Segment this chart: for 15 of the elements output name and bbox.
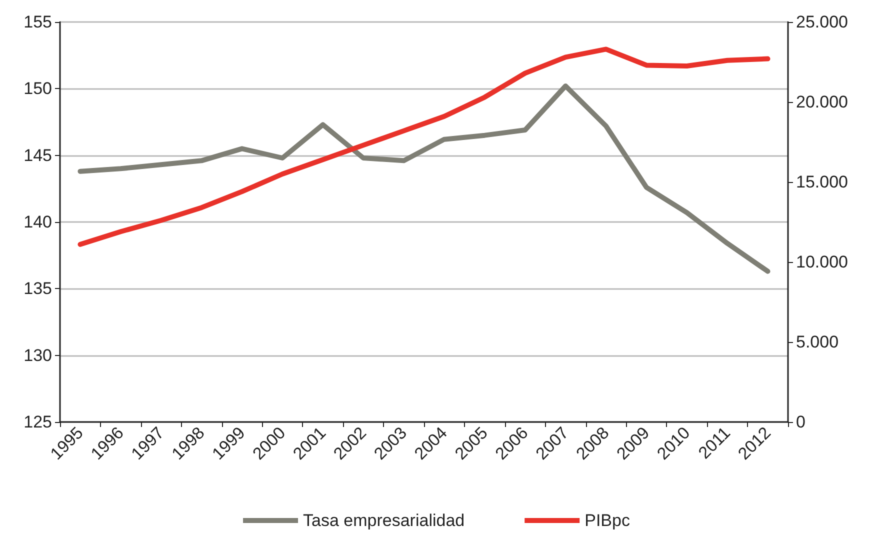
y2-tick-label: 5.000 <box>796 332 839 352</box>
y-tick-label: 135 <box>24 279 52 298</box>
y2-tick-label: 25.000 <box>796 12 848 32</box>
y2-tick-label: 10.000 <box>796 252 848 272</box>
y-tick-label: 155 <box>24 12 52 32</box>
y2-tick-label: 0 <box>796 412 806 432</box>
y2-tick-label: 15.000 <box>796 172 848 192</box>
y-tick-label: 125 <box>24 412 52 432</box>
legend-label: PIBpc <box>584 511 630 530</box>
y-tick-label: 150 <box>24 79 52 98</box>
legend-label: Tasa empresarialidad <box>303 511 465 530</box>
y-tick-label: 145 <box>24 146 52 165</box>
y2-tick-label: 20.000 <box>796 92 848 112</box>
y-tick-label: 140 <box>24 212 52 232</box>
y-tick-label: 130 <box>24 346 52 365</box>
